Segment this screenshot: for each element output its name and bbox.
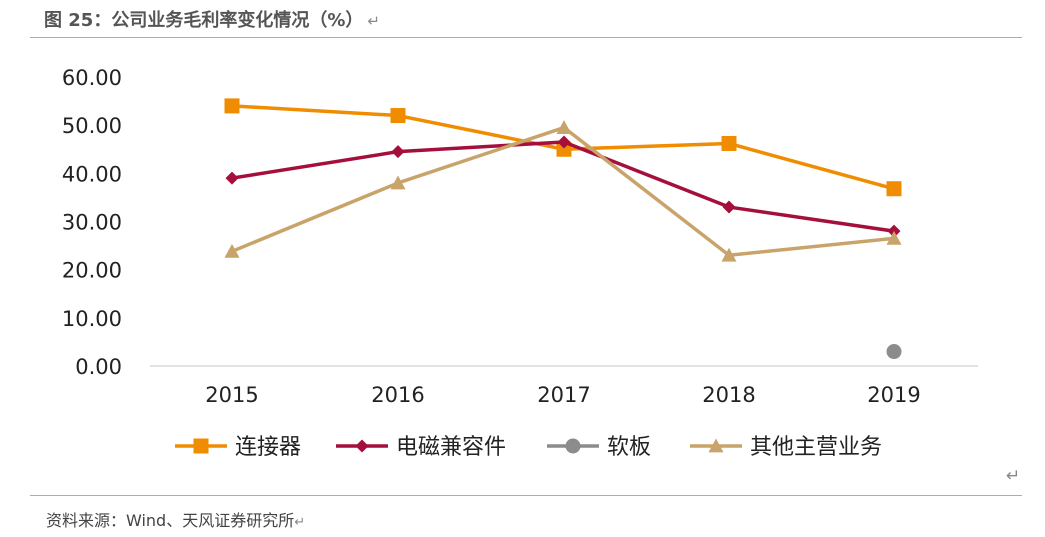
x-tick-label: 2017 [537,383,590,407]
paragraph-mark-icon: ↵ [1006,466,1021,486]
top-divider [30,37,1022,38]
y-tick-label: 60.00 [62,66,122,90]
data-point [556,141,572,157]
return-mark-icon: ↵ [294,515,306,530]
legend: 连接器 电磁兼容件 软板 其他主营业务 [175,435,882,460]
data-point [224,243,240,258]
legend-label: 连接器 [235,435,301,460]
data-point [886,181,902,197]
data-point [557,135,571,149]
legend-item: 电磁兼容件 [336,435,506,460]
series-3 [224,120,902,262]
y-tick-label: 20.00 [62,259,122,283]
data-point [722,200,736,214]
legend-label: 其他主营业务 [750,435,882,460]
legend-marker [355,439,369,453]
x-tick-label: 2018 [702,383,755,407]
legend-item: 其他主营业务 [690,435,882,460]
data-point [390,175,406,190]
y-tick-label: 10.00 [62,307,122,331]
data-point [391,145,405,159]
source-note: 资料来源：Wind、天风证券研究所↵ [46,511,306,530]
data-point [721,247,737,262]
legend-item: 连接器 [175,435,301,460]
data-point [225,171,239,185]
series-2 [886,344,902,360]
x-tick-label: 2019 [867,383,920,407]
legend-marker [708,438,724,453]
legend-item: 软板 [547,435,651,460]
data-point [721,135,737,151]
figure-header: 图 25：公司业务毛利率变化情况（%） ↵ [30,2,1020,34]
x-tick-label: 2015 [205,383,258,407]
data-point [886,344,902,360]
legend-marker [193,438,209,454]
series-0 [224,98,902,197]
series-group [224,98,902,360]
y-tick-label: 40.00 [62,162,122,186]
x-axis: 2015 2016 2017 2018 2019 [150,365,978,407]
return-mark-icon: ↵ [367,12,380,30]
bottom-divider [30,495,1022,496]
legend-label: 软板 [607,435,651,460]
data-point [390,108,406,124]
figure-title: 图 25：公司业务毛利率变化情况（%） ↵ [44,10,380,31]
y-axis: 0.00 10.00 20.00 30.00 40.00 50.00 60.00 [62,66,122,379]
legend-label: 电磁兼容件 [396,435,506,460]
y-tick-label: 0.00 [75,355,122,379]
data-point [886,230,902,245]
y-tick-label: 50.00 [62,114,122,138]
x-tick-label: 2016 [371,383,424,407]
legend-marker [565,438,581,454]
y-tick-label: 30.00 [62,211,122,235]
data-point [224,98,240,114]
data-point [556,120,572,134]
